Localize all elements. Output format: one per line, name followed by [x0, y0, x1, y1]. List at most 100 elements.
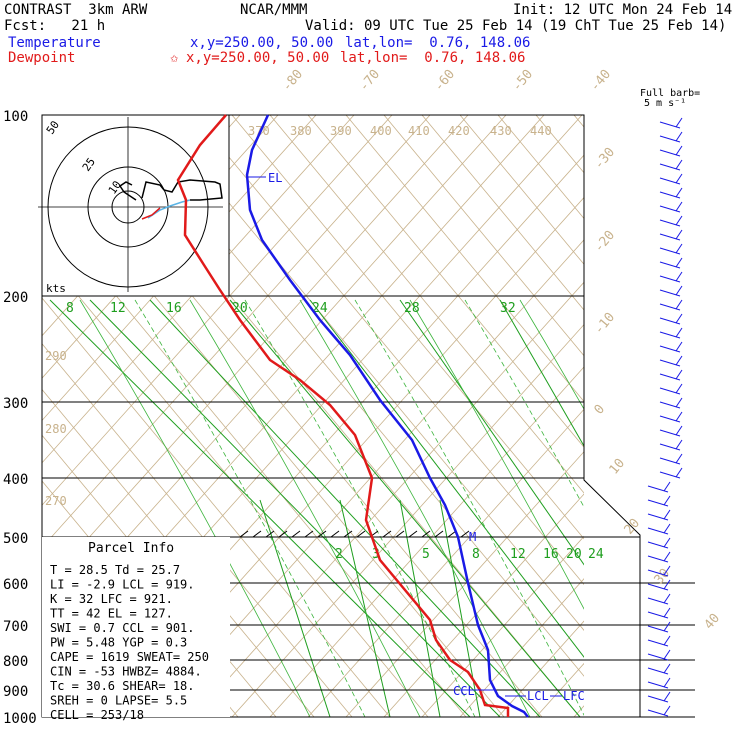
theta-label: 390	[330, 124, 352, 138]
wind-barb-icon	[647, 513, 669, 521]
dry-adiabat-line	[497, 115, 584, 220]
mixing-ratio-line	[89, 299, 501, 717]
wind-barb-flag	[675, 215, 683, 226]
dry-adiabat-line	[421, 115, 584, 311]
wind-barb-icon	[659, 177, 681, 185]
dry-adiabat-line	[42, 251, 429, 717]
wind-barb-icon	[647, 569, 669, 577]
isotherm-line	[459, 578, 584, 717]
wind-barb-icon	[659, 121, 681, 129]
pressure-label: 200	[3, 290, 28, 306]
wind-barb-flag	[663, 495, 671, 506]
model-title: CONTRAST 3km ARW	[4, 2, 148, 18]
dry-adiabat-line	[231, 115, 584, 540]
wind-barb-flag	[675, 369, 683, 380]
parcel-row: PW = 5.48 YGP = 0.3	[50, 636, 187, 650]
hatch-tick	[421, 530, 431, 538]
mixing-ratio-label: 12	[110, 301, 126, 316]
mixing-ratio-label: 16	[166, 301, 182, 316]
wind-barb-icon	[659, 443, 681, 451]
wind-barb-icon	[647, 681, 669, 689]
moist-adiabat-line	[464, 299, 584, 508]
wind-barb-flag	[663, 705, 671, 716]
temperature-label: Temperature	[8, 35, 101, 51]
wind-barb-flag	[675, 313, 683, 324]
wind-barb-icon	[659, 219, 681, 227]
pressure-label: 500	[3, 531, 28, 547]
wind-barb-icon	[659, 275, 681, 283]
hatch-tick	[434, 530, 444, 538]
wind-barb-icon	[659, 191, 681, 199]
mixing-ratio-line	[399, 299, 584, 566]
mixing-ratio-line	[339, 499, 391, 717]
wind-barb-icon	[647, 653, 669, 661]
isotherm-line	[231, 323, 584, 717]
hodograph-ring-label: 10	[106, 178, 124, 196]
wind-barb-flag	[675, 159, 683, 170]
wind-barb-icon	[647, 695, 669, 703]
wind-barb-flag	[675, 327, 683, 338]
wind-barb-flag	[675, 229, 683, 240]
wind-barb-flag	[663, 607, 671, 618]
parcel-row: LI = -2.9 LCL = 919.	[50, 578, 195, 592]
isotherm-line	[383, 493, 584, 717]
moist-adiabat-line	[189, 299, 421, 717]
wind-barb-icon	[659, 289, 681, 297]
wind-barb-icon	[647, 583, 669, 591]
wind-barb-icon	[659, 415, 681, 423]
theta-label: 270	[45, 494, 67, 508]
moist-adiabat-line	[244, 299, 476, 717]
mixing-ratio-label: 24	[588, 547, 604, 562]
hodograph-low-trace	[118, 181, 137, 201]
hodograph-storm-trace	[147, 199, 191, 219]
wind-barb-flag	[675, 285, 683, 296]
isotherm-line	[42, 115, 469, 591]
isotherm-label: -80	[280, 67, 307, 95]
wind-barb-flag	[675, 131, 683, 142]
dry-adiabat-line	[612, 115, 740, 717]
hatch-tick	[239, 530, 249, 538]
mixing-ratio-label: 5	[422, 547, 430, 562]
hodograph-kts-label: kts	[46, 282, 66, 295]
isotherm-line	[193, 281, 584, 717]
mixing-ratio-line	[259, 499, 331, 717]
lfc-label: LFC	[563, 689, 585, 703]
wind-barb-flag	[663, 565, 671, 576]
isotherm-label: 40	[702, 611, 724, 633]
wind-barb-icon	[647, 485, 669, 493]
center-title: NCAR/MMM	[240, 2, 308, 18]
dewpoint-star-icon: ✩	[170, 50, 179, 66]
wind-barb-flag	[675, 201, 683, 212]
moist-adiabat-line	[79, 299, 311, 717]
wind-barb-flag	[675, 243, 683, 254]
moist-adiabat-line	[409, 299, 584, 610]
dry-adiabat-line	[307, 115, 584, 448]
theta-label: 400	[370, 124, 392, 138]
dry-adiabat-line	[42, 297, 391, 717]
wind-barb-flag	[663, 523, 671, 534]
pressure-label: 600	[3, 577, 28, 593]
parcel-row: CIN = -53 HWBZ= 4884.	[50, 665, 202, 679]
theta-label: 420	[448, 124, 470, 138]
parcel-row: SREH = 0 LAPSE= 5.5	[50, 694, 187, 708]
mixing-ratio-label: 8	[472, 547, 480, 562]
hatch-tick	[252, 530, 262, 538]
wind-barb-icon	[659, 135, 681, 143]
mixing-ratio-label: 2	[335, 547, 343, 562]
wind-barb-icon	[659, 345, 681, 353]
dry-adiabat-line	[42, 388, 315, 717]
pressure-label: 100	[3, 109, 28, 125]
hodograph-ring-label: 50	[44, 118, 62, 136]
isotherm-line	[42, 115, 431, 549]
wind-barb-flag	[675, 145, 683, 156]
wind-barb-flag	[675, 271, 683, 282]
wind-barb-flag	[675, 397, 683, 408]
moist-adiabat-line	[299, 299, 531, 717]
wind-barb-icon	[647, 541, 669, 549]
wind-barb-flag	[675, 425, 683, 436]
isotherm-label: -60	[432, 67, 459, 95]
wind-barb-flag	[663, 621, 671, 632]
wind-barb-flag	[663, 593, 671, 604]
mixing-ratio-line	[149, 299, 541, 717]
theta-label: 410	[408, 124, 430, 138]
